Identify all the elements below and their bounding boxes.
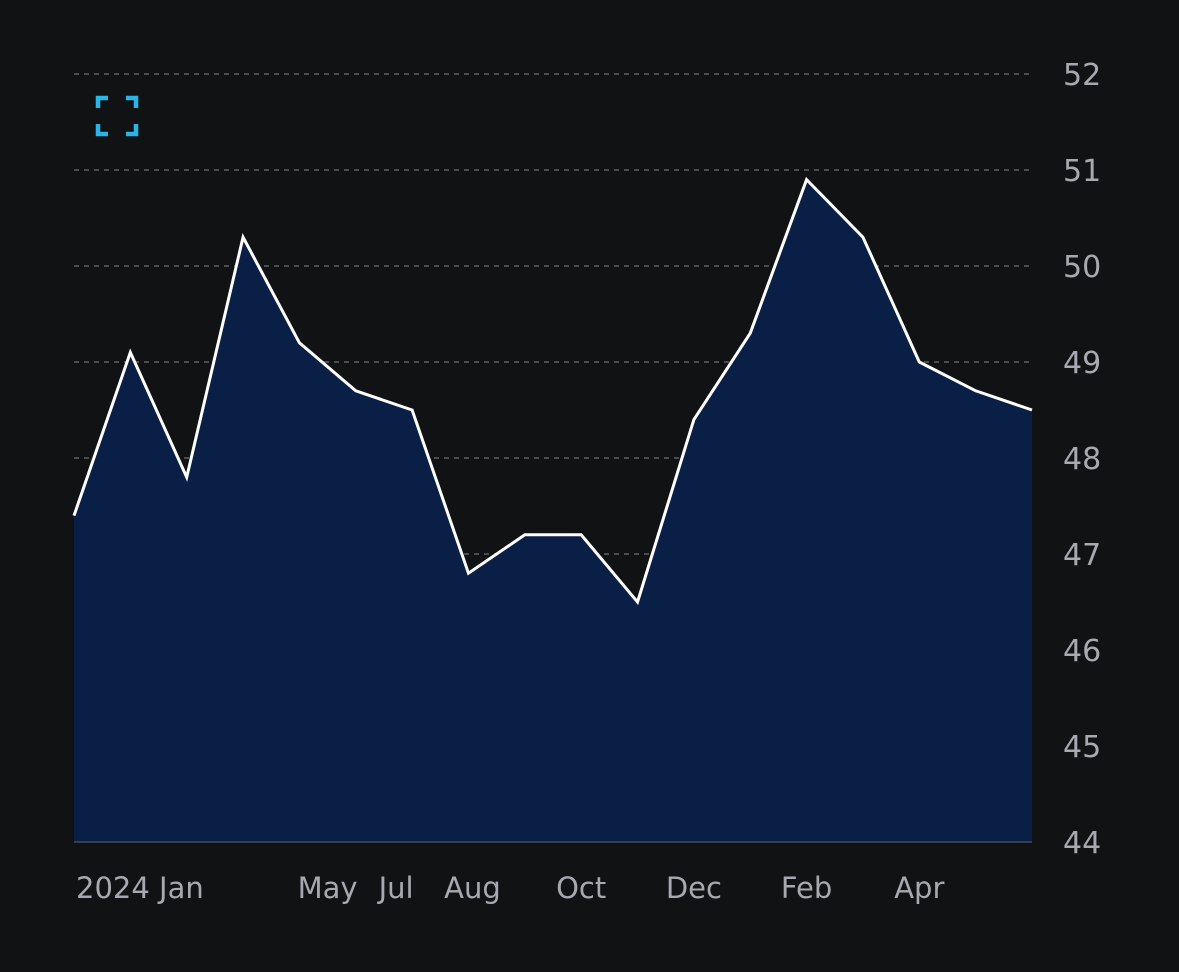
x-tick-label: May bbox=[298, 871, 358, 905]
y-tick-label: 47 bbox=[1063, 538, 1101, 573]
x-tick-label: Aug bbox=[444, 871, 501, 905]
y-tick-label: 50 bbox=[1063, 250, 1101, 285]
x-tick-label: Jul bbox=[377, 871, 414, 905]
expand-button[interactable] bbox=[90, 90, 144, 144]
series-area bbox=[74, 179, 1032, 843]
area-layer bbox=[74, 179, 1032, 843]
x-tick-label: 2024 Jan bbox=[76, 871, 204, 905]
x-tick-label: Feb bbox=[781, 871, 832, 905]
series-line-layer bbox=[72, 176, 1033, 606]
series-line bbox=[72, 176, 1033, 606]
y-tick-label: 52 bbox=[1063, 58, 1101, 93]
x-tick-label: Dec bbox=[666, 871, 722, 905]
y-tick-label: 51 bbox=[1063, 154, 1101, 189]
y-tick-label: 44 bbox=[1063, 826, 1101, 861]
y-tick-label: 46 bbox=[1063, 634, 1101, 669]
x-axis: 2024 Jan May Jul Aug Oct Dec Feb Apr bbox=[76, 871, 944, 905]
y-tick-label: 48 bbox=[1063, 442, 1101, 477]
y-axis: 44 45 46 47 48 49 50 51 52 bbox=[1063, 58, 1101, 861]
x-tick-label: Oct bbox=[556, 871, 606, 905]
y-tick-label: 45 bbox=[1063, 730, 1101, 765]
x-tick-label: Apr bbox=[894, 871, 944, 905]
expand-icon bbox=[95, 95, 139, 137]
y-tick-label: 49 bbox=[1063, 346, 1101, 381]
